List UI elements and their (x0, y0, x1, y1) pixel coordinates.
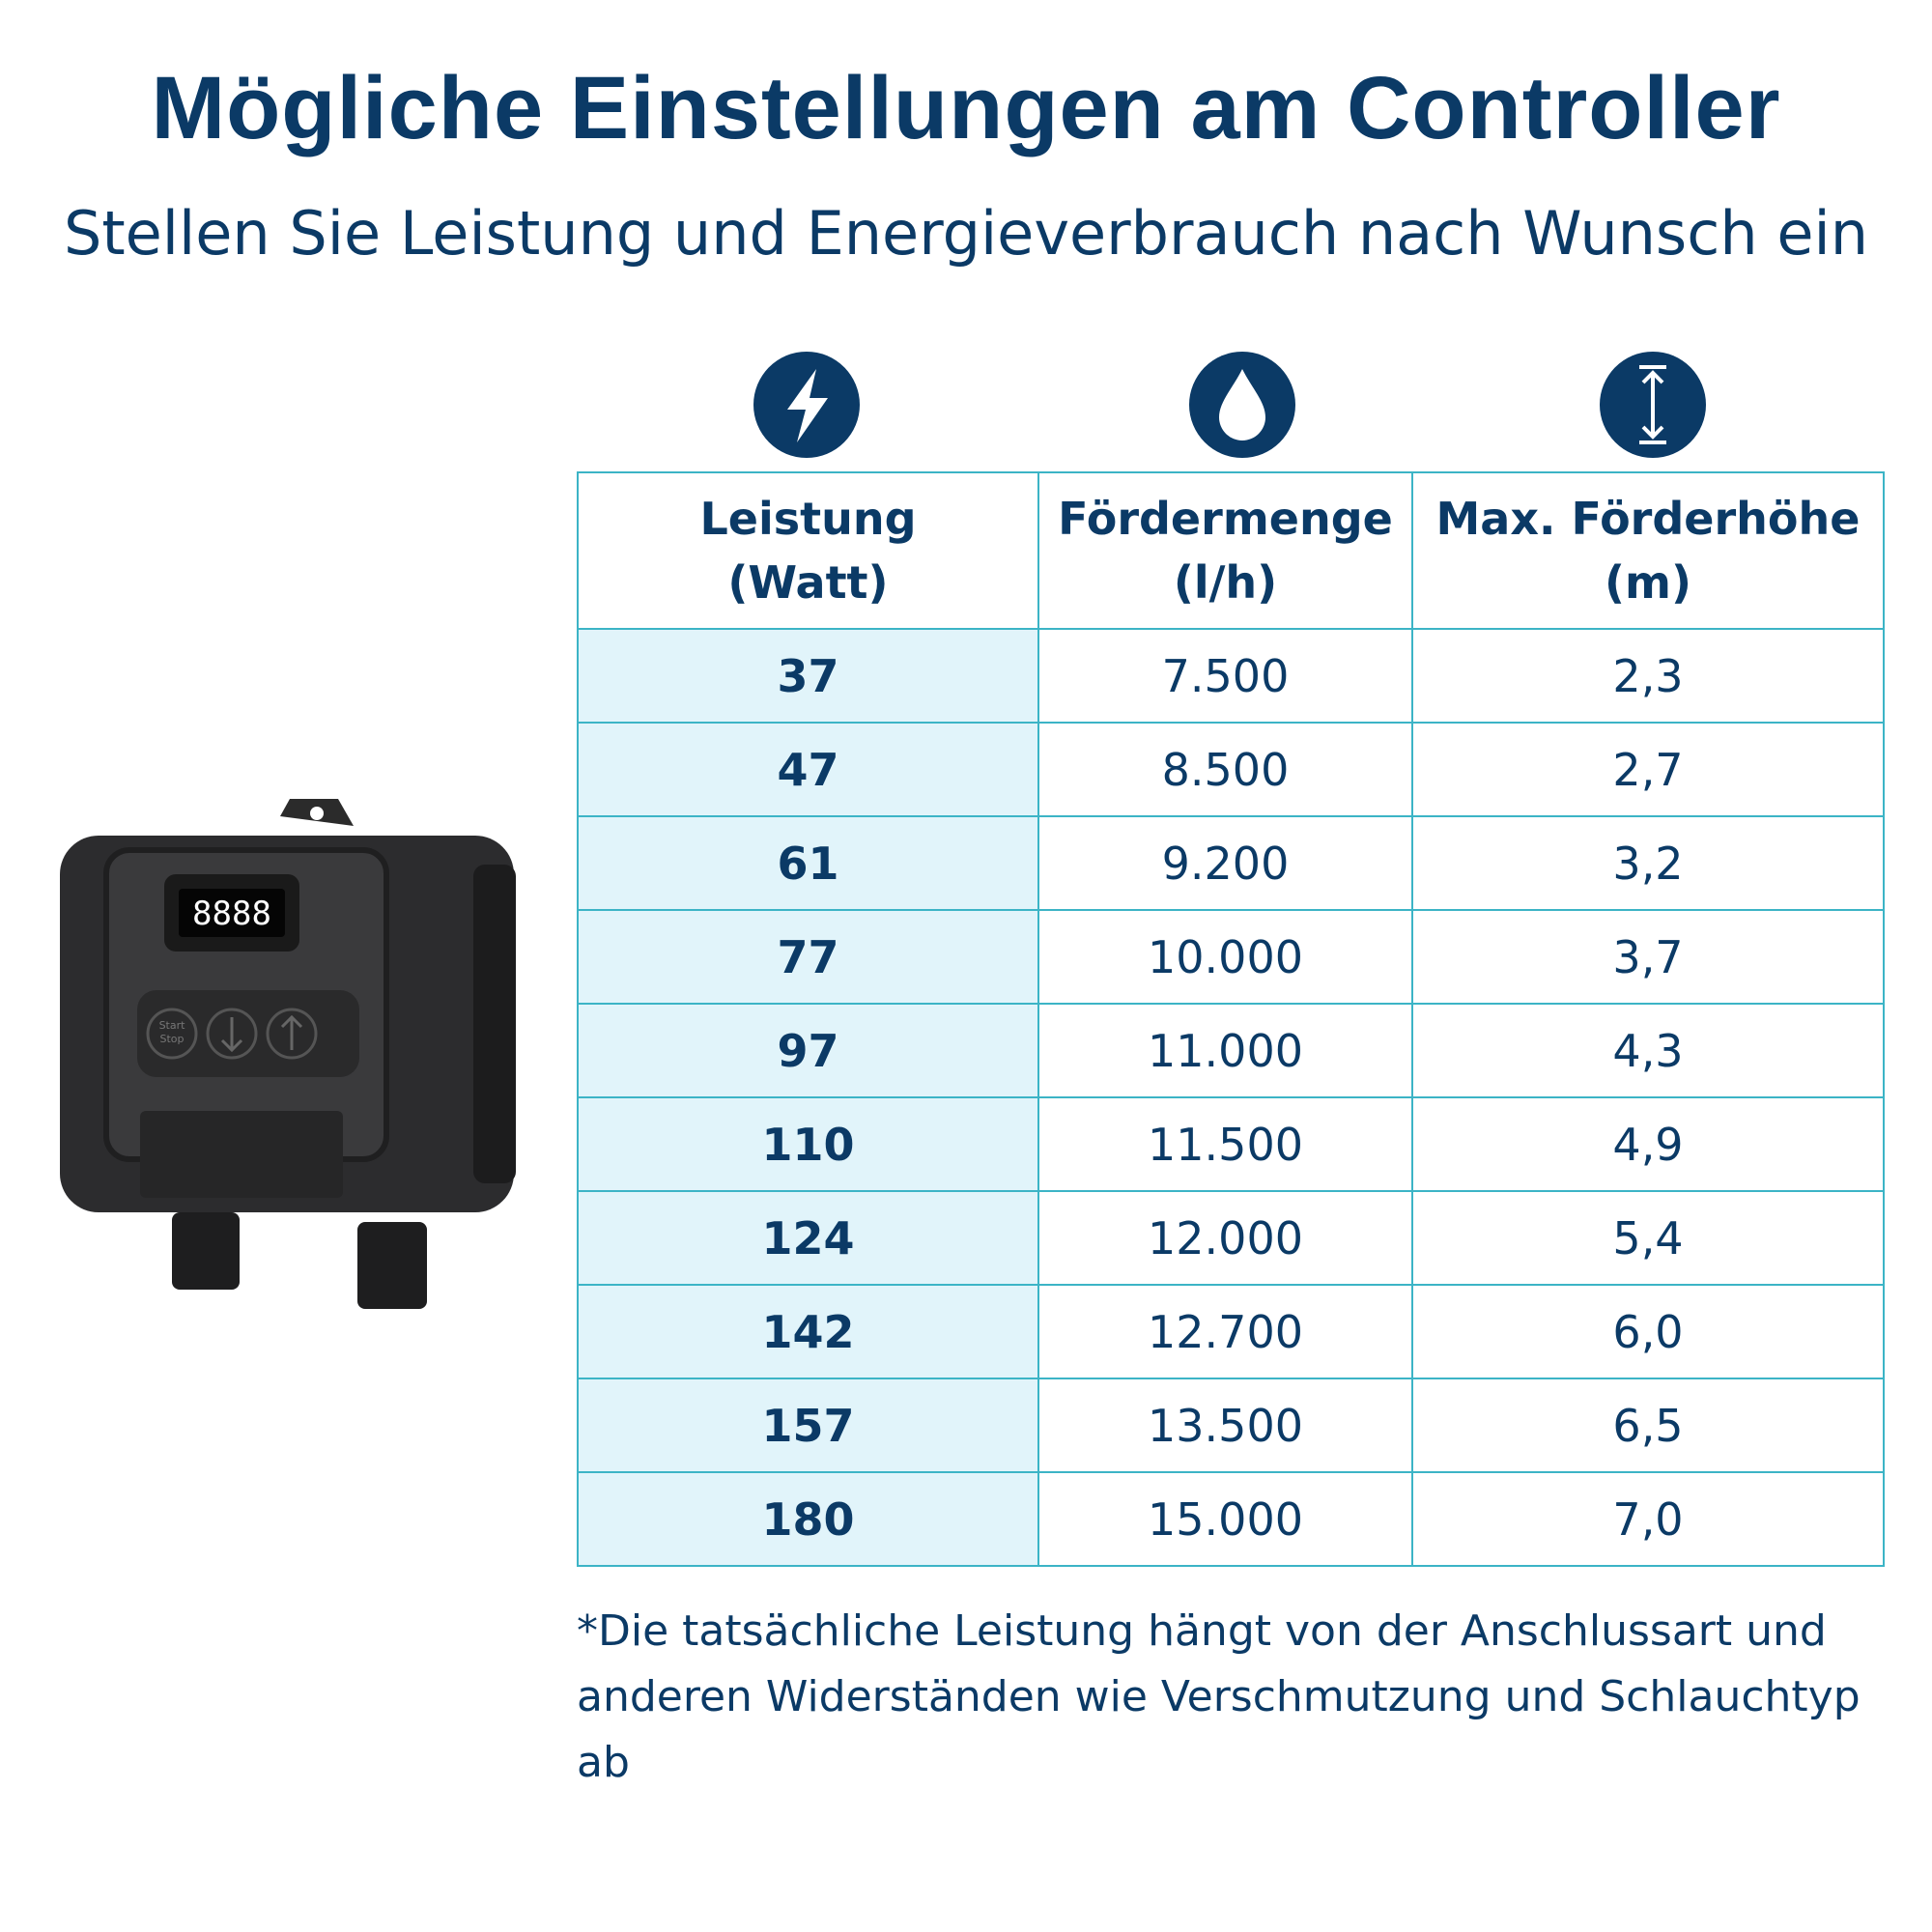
table-cell: 47 (577, 722, 1039, 817)
table-row: 37 7.500 2,3 (577, 628, 1885, 724)
table-cell: 7.500 (1037, 628, 1413, 724)
header-line: (l/h) (1173, 556, 1278, 609)
table-cell: 13.500 (1037, 1378, 1413, 1473)
table-cell: 11.500 (1037, 1096, 1413, 1192)
header-line: (m) (1605, 556, 1691, 609)
power-icon (753, 352, 860, 458)
table-row: 77 10.000 3,7 (577, 909, 1885, 1005)
table-cell: 5,4 (1411, 1190, 1885, 1286)
table-cell: 6,0 (1411, 1284, 1885, 1379)
subtitle: Stellen Sie Leistung und Energieverbrauc… (64, 198, 1868, 269)
table-cell: 110 (577, 1096, 1039, 1192)
table-cell: 8.500 (1037, 722, 1413, 817)
title: Mögliche Einstellungen am Controller (151, 59, 1781, 157)
table-row: 47 8.500 2,7 (577, 722, 1885, 817)
header-cell: Leistung (Watt) (577, 471, 1039, 630)
icons (753, 352, 1706, 458)
table-cell: 124 (577, 1190, 1039, 1286)
table-cell: 77 (577, 909, 1039, 1005)
table-cell: 7,0 (1411, 1471, 1885, 1567)
table-cell: 12.000 (1037, 1190, 1413, 1286)
table-body: 37 7.500 2,3 47 8.500 2,7 61 9.200 3,2 77 10.000 3,… (577, 628, 1885, 1567)
start-label: Start (159, 1019, 186, 1032)
table-cell: 4,3 (1411, 1003, 1885, 1098)
table-row: 110 11.500 4,9 (577, 1096, 1885, 1192)
table-cell: 180 (577, 1471, 1039, 1567)
header-line: Max. Förderhöhe (1435, 493, 1861, 545)
table-row: 180 15.000 7,0 (577, 1471, 1885, 1567)
table-row: 97 11.000 4,3 (577, 1003, 1885, 1098)
table-cell: 157 (577, 1378, 1039, 1473)
table-cell: 2,3 (1411, 628, 1885, 724)
table-cell: 11.000 (1037, 1003, 1413, 1098)
drop-icon (1189, 352, 1295, 458)
controller-image: 8888 Start Stop (60, 799, 516, 1309)
height-icon (1600, 352, 1706, 458)
table-cell: 10.000 (1037, 909, 1413, 1005)
table-row: 61 9.200 3,2 (577, 815, 1885, 911)
footnote: *Die tatsächliche Leistung hängt von der… (577, 1606, 1861, 1787)
table-row: 124 12.000 5,4 (577, 1190, 1885, 1286)
header-row: Leistung (Watt) Fördermenge (l/h) Max. Förde… (577, 471, 1885, 630)
table-cell: 9.200 (1037, 815, 1413, 911)
header-cell: Max. Förderhöhe (m) (1411, 471, 1885, 630)
table-cell: 3,2 (1411, 815, 1885, 911)
stop-label: Stop (159, 1033, 184, 1045)
table-cell: 142 (577, 1284, 1039, 1379)
table-cell: 6,5 (1411, 1378, 1885, 1473)
table-cell: 15.000 (1037, 1471, 1413, 1567)
table-cell: 12.700 (1037, 1284, 1413, 1379)
table-cell: 61 (577, 815, 1039, 911)
table-cell: 37 (577, 628, 1039, 724)
table-row: 157 13.500 6,5 (577, 1378, 1885, 1473)
table-row: 142 12.700 6,0 (577, 1284, 1885, 1379)
settings-table: Leistung (Watt) Fördermenge (l/h) Max. Förde… (577, 471, 1885, 1567)
header-line: Leistung (699, 493, 917, 545)
table-cell: 97 (577, 1003, 1039, 1098)
table-cell: 4,9 (1411, 1096, 1885, 1192)
header-line: (Watt) (727, 556, 889, 609)
header-cell: Fördermenge (l/h) (1037, 471, 1413, 630)
header-line: Fördermenge (1058, 493, 1393, 545)
table-cell: 2,7 (1411, 722, 1885, 817)
table-cell: 3,7 (1411, 909, 1885, 1005)
display-text: 8888 (192, 895, 271, 933)
